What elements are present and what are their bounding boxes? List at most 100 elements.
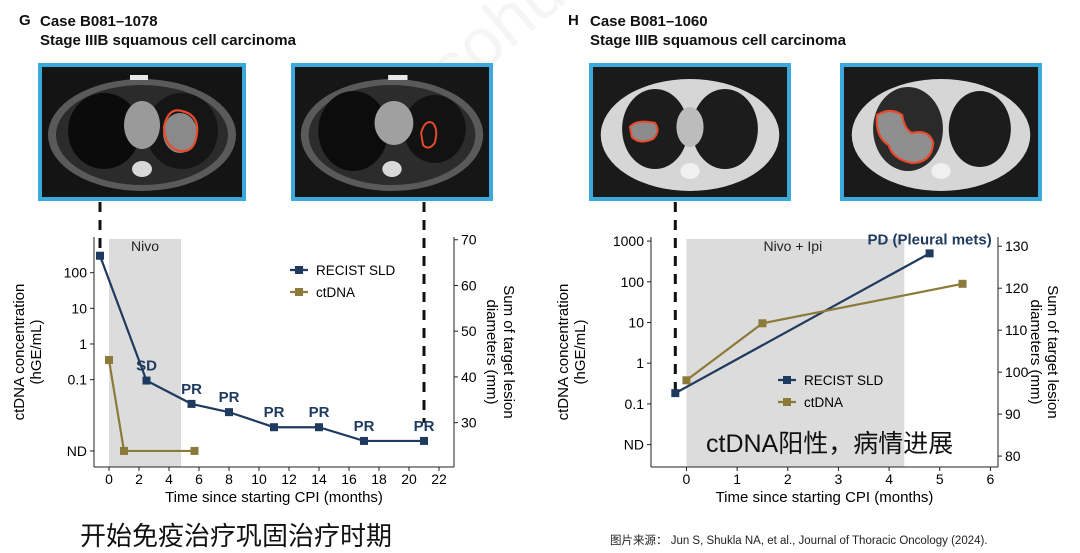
x-tick-label: 4	[165, 471, 173, 487]
panel-h-letter: H	[568, 12, 579, 29]
bottom-caption: 开始免疫治疗巩固治疗时期	[80, 521, 393, 551]
recist-point	[270, 423, 278, 432]
right-axis-title-line: diameters (mm)	[1027, 299, 1044, 404]
panel-g-case: Case B081–1078	[40, 13, 158, 30]
right-tick-label: 40	[461, 369, 477, 385]
chart-g: Nivo 0 2 4 6 8 10 12 14 16 18 20 22 Time since starti…	[11, 202, 517, 506]
left-tick-label: 0.1	[68, 372, 88, 388]
x-tick-label: 3	[835, 471, 843, 487]
recist-point	[225, 408, 233, 417]
left-tick-label: ND	[624, 437, 644, 453]
left-axis-title: ctDNA concentration(hGE/mL)	[11, 284, 45, 421]
right-axis-title-line: diameters (mm)	[483, 299, 500, 404]
legend-swatch-marker	[295, 266, 303, 274]
right-axis-title: Sum of target lesiondiameters (mm)	[1027, 285, 1061, 418]
right-tick-label: 70	[461, 232, 477, 248]
recist-point	[142, 376, 151, 385]
x-tick-label: 2	[135, 471, 143, 487]
response-annotation: PD (Pleural mets)	[868, 231, 992, 248]
left-tick-label: 1000	[613, 233, 644, 249]
ct-scan-g2	[291, 63, 493, 201]
left-tick-label: 100	[64, 265, 88, 281]
recist-point	[187, 399, 196, 408]
left-axis-title-line: (hGE/mL)	[28, 319, 45, 384]
right-axis-title: Sum of target lesiondiameters (mm)	[483, 285, 517, 418]
left-tick-label: 10	[71, 300, 87, 316]
left-tick-label: 100	[621, 274, 645, 290]
response-annotation: PR	[181, 381, 202, 398]
response-annotation: PR	[264, 404, 285, 421]
x-tick-label: 18	[371, 471, 387, 487]
recist-point	[96, 251, 104, 260]
legend-label: ctDNA	[316, 285, 355, 300]
left-tick-label: ND	[67, 443, 87, 459]
ct-scan-h2	[840, 63, 1042, 201]
left-axis-title-line: ctDNA concentration	[555, 284, 572, 421]
x-tick-label: 10	[251, 471, 267, 487]
legend-label: RECIST SLD	[316, 263, 396, 278]
x-tick-label: 5	[936, 471, 944, 487]
right-tick-label: 60	[461, 277, 477, 293]
right-tick-label: 110	[1005, 322, 1028, 338]
recist-point	[360, 436, 368, 445]
x-axis-label: Time since starting CPI (months)	[716, 489, 934, 506]
x-tick-label: 6	[195, 471, 203, 487]
left-tick-label: 10	[628, 314, 644, 330]
ctdna-point	[758, 319, 767, 328]
panel-h-case: Case B081–1060	[590, 13, 708, 30]
ct-scan-g1	[38, 63, 246, 201]
right-tick-label: 30	[461, 415, 477, 431]
source-citation: 图片来源： Jun S, Shukla NA, et al., Journal …	[610, 535, 988, 547]
right-tick-label: 90	[1005, 406, 1021, 422]
legend-label: RECIST SLD	[804, 373, 884, 388]
recist-line	[674, 252, 931, 395]
left-tick-label: 0.1	[625, 396, 645, 412]
treatment-label: Nivo + Ipi	[763, 238, 822, 254]
legend-swatch-marker	[295, 288, 303, 296]
response-annotation: PR	[414, 418, 435, 435]
legend: RECIST SLD ctDNA	[778, 373, 884, 410]
recist-point	[420, 436, 428, 445]
legend-label: ctDNA	[804, 395, 843, 410]
legend-swatch-marker	[783, 398, 791, 406]
x-axis-label: Time since starting CPI (months)	[165, 489, 383, 506]
x-tick-label: 20	[401, 471, 417, 487]
recist-point	[925, 249, 934, 258]
response-annotation: PR	[354, 418, 375, 435]
response-annotation: PR	[219, 389, 240, 406]
x-tick-label: 16	[341, 471, 357, 487]
ctdna-point	[105, 356, 113, 365]
right-tick-label: 80	[1005, 448, 1021, 464]
left-tick-label: 1	[79, 336, 87, 352]
panel-h-title: Case B081–1060 Stage IIIB squamous cell …	[590, 12, 846, 50]
response-annotation: SD	[136, 358, 157, 375]
x-tick-label: 0	[683, 471, 691, 487]
response-annotation: PR	[309, 404, 330, 421]
legend-swatch-marker	[783, 376, 791, 384]
panel-g-title: Case B081–1078 Stage IIIB squamous cell …	[40, 12, 296, 50]
recist-point	[671, 389, 680, 398]
left-axis-title-line: ctDNA concentration	[11, 284, 28, 421]
x-tick-label: 14	[311, 471, 327, 487]
ct-scan-h1	[589, 63, 791, 201]
left-axis-title-line: (hGE/mL)	[572, 319, 589, 384]
ctdna-point	[958, 279, 967, 288]
x-tick-label: 6	[987, 471, 995, 487]
x-tick-label: 12	[281, 471, 297, 487]
chart-h: Nivo + Ipi 0 1 2 3 4 5 6 Time since starting CPI…	[555, 202, 1061, 506]
ctdna-point	[120, 446, 128, 455]
recist-point	[315, 423, 323, 432]
panel-h-overlay-text: ctDNA阳性，病情进展	[706, 430, 954, 458]
x-tick-label: 22	[431, 471, 447, 487]
right-tick-label: 100	[1005, 364, 1029, 380]
ctdna-point	[682, 376, 691, 385]
recist-line	[98, 255, 424, 443]
right-tick-label: 120	[1005, 280, 1029, 296]
treatment-shade	[109, 239, 181, 467]
panel-h-stage: Stage IIIB squamous cell carcinoma	[590, 32, 846, 49]
x-tick-label: 2	[784, 471, 792, 487]
x-tick-label: 0	[105, 471, 113, 487]
panel-g-stage: Stage IIIB squamous cell carcinoma	[40, 32, 296, 49]
x-tick-label: 4	[885, 471, 893, 487]
right-axis-title-line: Sum of target lesion	[500, 285, 517, 418]
